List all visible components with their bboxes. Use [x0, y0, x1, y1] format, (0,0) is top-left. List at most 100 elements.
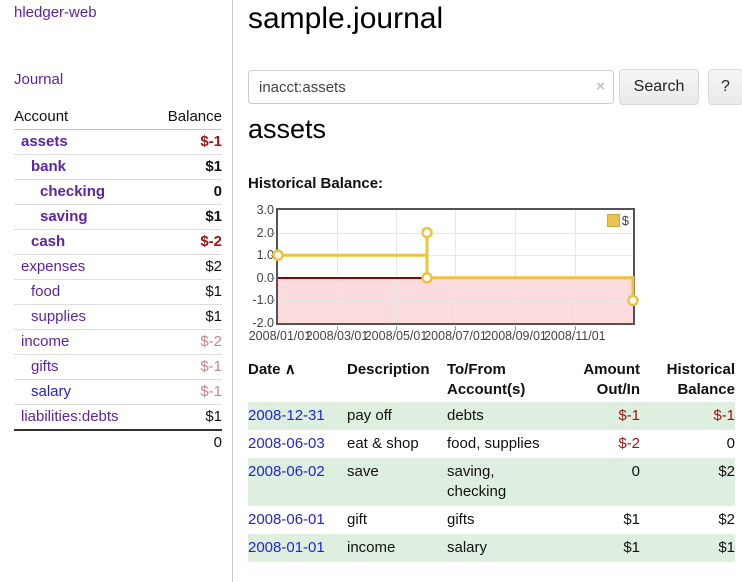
sidebar: hledger-web Journal Account Balance asse…	[0, 0, 233, 582]
account-row-bank: bank $1	[14, 154, 222, 180]
transaction-row[interactable]: 2008-12-31 pay off debts $-1 $-1	[248, 402, 735, 430]
gridline	[278, 300, 633, 302]
account-balance: $-2	[150, 229, 222, 255]
axis-tick	[455, 326, 456, 330]
transaction-row[interactable]: 2008-06-02 save saving, checking 0 $2	[248, 458, 735, 506]
axis-tick	[271, 300, 275, 302]
x-tick-label: 2008/03/01	[305, 329, 369, 343]
axis-tick	[575, 326, 576, 330]
transaction-description: gift	[347, 511, 368, 528]
transaction-accounts: salary	[447, 539, 488, 556]
sidebar-item-journal[interactable]: Journal	[14, 71, 64, 88]
accounts-total-value: 0	[150, 429, 222, 455]
data-point-marker	[421, 226, 433, 239]
account-balance: $1	[150, 404, 222, 431]
transaction-historical-balance: $2	[718, 511, 735, 528]
balance-chart[interactable]: $	[271, 208, 639, 330]
account-balance: $-1	[150, 379, 222, 405]
transaction-row[interactable]: 2008-01-01 income salary $1 $1	[248, 534, 735, 562]
y-tick-label: -1.0	[252, 293, 274, 308]
account-link-income[interactable]: income	[21, 333, 70, 350]
account-column-header: Account	[14, 105, 151, 130]
transaction-amount: $1	[623, 539, 640, 556]
account-link-gifts[interactable]: gifts	[31, 358, 59, 375]
account-link-cash[interactable]: cash	[31, 233, 66, 250]
x-tick-label: 2008/01/01	[248, 329, 312, 343]
account-balance: 0	[150, 179, 222, 205]
date-column-header[interactable]: Date ∧	[248, 361, 296, 378]
app-title-link[interactable]: hledger-web	[14, 4, 97, 21]
accounts-table-header: Account Balance	[14, 105, 222, 130]
help-button[interactable]: ?	[708, 69, 742, 105]
account-link-salary[interactable]: salary	[31, 383, 72, 400]
account-heading: assets	[248, 114, 327, 144]
account-balance: $-1	[150, 129, 222, 155]
transaction-date-link[interactable]: 2008-06-02	[248, 463, 325, 480]
search-button[interactable]: Search	[619, 69, 699, 105]
data-point-marker	[421, 272, 433, 284]
account-row-liabilities-debts: liabilities:debts $1	[14, 404, 222, 431]
account-row-assets: assets $-1	[14, 129, 222, 155]
axis-tick	[396, 326, 397, 330]
account-row-supplies: supplies $1	[14, 304, 222, 330]
sort-ascending-icon: ∧	[284, 361, 296, 378]
account-link-supplies[interactable]: supplies	[31, 308, 87, 325]
gridline	[278, 255, 633, 257]
y-tick-label: -2.0	[252, 316, 274, 330]
account-balance: $1	[150, 204, 222, 230]
axis-tick	[271, 232, 275, 234]
transaction-date-link[interactable]: 2008-06-03	[248, 435, 325, 452]
transaction-amount: $-2	[618, 435, 640, 452]
x-tick-label: 2008/09/01	[484, 329, 547, 343]
transaction-accounts: food, supplies	[447, 435, 540, 452]
account-link-checking[interactable]: checking	[40, 183, 106, 200]
register-table: Date ∧ Description To/From Account(s) Am…	[248, 358, 735, 562]
gridline	[278, 232, 633, 234]
account-link-food[interactable]: food	[31, 283, 61, 300]
transaction-accounts: gifts	[447, 511, 475, 528]
transaction-row[interactable]: 2008-06-03 eat & shop food, supplies $-2…	[248, 430, 735, 458]
y-tick-label: 1.0	[256, 248, 274, 263]
chart-legend: $	[606, 213, 629, 228]
axis-tick	[337, 326, 338, 330]
search-input[interactable]	[248, 70, 614, 104]
transaction-row[interactable]: 2008-06-01 gift gifts $1 $2	[248, 506, 735, 534]
transaction-description: save	[347, 463, 379, 480]
legend-swatch-icon	[606, 214, 620, 227]
transaction-amount: $1	[623, 511, 640, 528]
transaction-date-link[interactable]: 2008-06-01	[248, 511, 325, 528]
gridline	[455, 210, 456, 323]
axis-tick	[515, 326, 516, 330]
account-row-cash: cash $-2	[14, 229, 222, 255]
account-link-assets[interactable]: assets	[21, 133, 68, 150]
account-row-saving: saving $1	[14, 204, 222, 230]
account-row-expenses: expenses $2	[14, 254, 222, 280]
data-point-marker	[627, 294, 639, 307]
gridline	[515, 210, 516, 323]
transaction-date-link[interactable]: 2008-01-01	[248, 539, 325, 556]
historical-column-header: Historical Balance	[666, 361, 735, 398]
legend-label: $	[621, 213, 629, 228]
register-header-row: Date ∧ Description To/From Account(s) Am…	[248, 358, 735, 402]
account-link-saving[interactable]: saving	[40, 208, 88, 225]
account-row-income: income $-2	[14, 329, 222, 355]
transaction-amount: $-1	[618, 407, 640, 424]
account-link-expenses[interactable]: expenses	[21, 258, 86, 275]
account-link-bank[interactable]: bank	[31, 158, 67, 175]
account-balance: $1	[150, 279, 222, 305]
account-balance: $-2	[150, 329, 222, 355]
account-row-gifts: gifts $-1	[14, 354, 222, 380]
transaction-date-link[interactable]: 2008-12-31	[248, 407, 325, 424]
x-tick-label: 2008/05/01	[364, 329, 428, 343]
gridline	[396, 210, 397, 323]
accounts-total-row: 0	[14, 429, 222, 455]
account-link-liabilities-debts[interactable]: liabilities:debts	[21, 408, 119, 425]
transaction-description: eat & shop	[347, 435, 419, 452]
chart-title: Historical Balance:	[248, 175, 384, 192]
account-balance: $1	[150, 154, 222, 180]
clear-search-icon[interactable]: ×	[596, 78, 605, 95]
x-tick-label: 2008/11/01	[543, 329, 606, 343]
account-balance: $1	[150, 304, 222, 330]
amount-column-header: Amount Out/In	[583, 361, 640, 398]
y-tick-label: 0.0	[256, 270, 274, 285]
